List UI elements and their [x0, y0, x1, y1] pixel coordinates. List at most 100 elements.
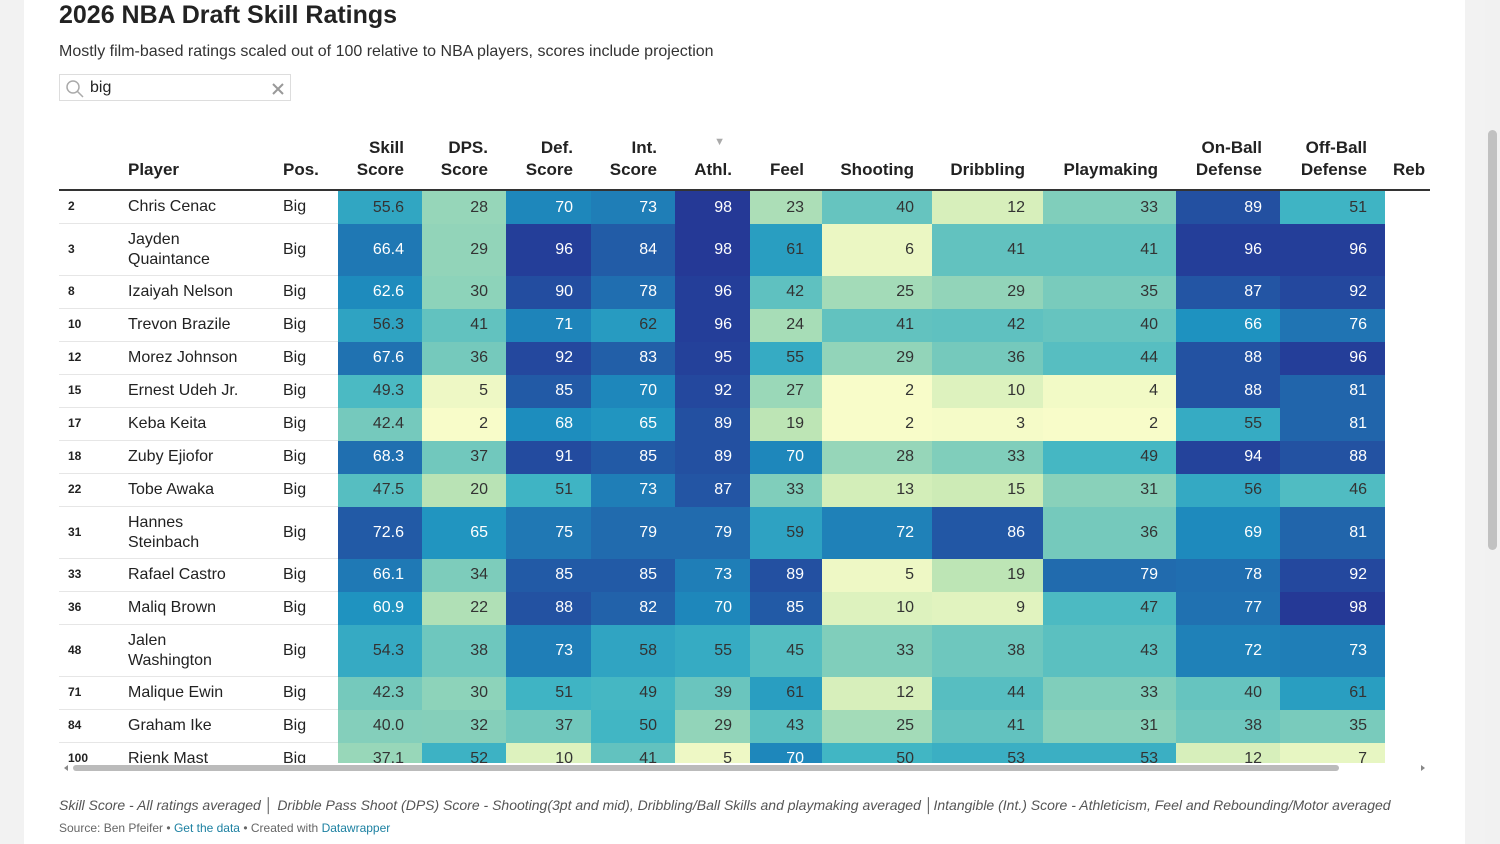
rating-cell: 96: [1280, 341, 1385, 375]
rating-cell: 95: [675, 341, 750, 375]
rating-cell: 89: [750, 558, 822, 592]
column-header: On-Ball Defense: [1176, 131, 1280, 191]
column-header: Off-Ball Defense: [1280, 131, 1385, 191]
rating-cell: 29: [932, 275, 1043, 309]
rating-cell: 2: [822, 374, 932, 408]
rating-cell: 7: [1280, 742, 1385, 763]
rating-cell: 61: [750, 676, 822, 710]
table-row: 15 Ernest Udeh Jr. Big 49.3 5 85 70 92 27 2 10 4 88 8…: [59, 374, 1430, 408]
search-query[interactable]: big: [90, 79, 112, 96]
rating-cell: 76: [1280, 308, 1385, 342]
rating-cell: 92: [506, 341, 591, 375]
rating-cell: 31: [1043, 709, 1176, 743]
rank: 10: [59, 308, 120, 342]
rank: 15: [59, 374, 120, 408]
rating-cell: 60.9: [338, 591, 422, 625]
table-row: 48 Jalen Washington Big 54.3 38 73 58 55 45 33 38 4…: [59, 624, 1430, 677]
rating-cell: 56: [1176, 473, 1280, 507]
rating-cell: 49.3: [338, 374, 422, 408]
rating-cell: 94: [1176, 440, 1280, 474]
column-header: Shooting: [822, 131, 932, 191]
rating-cell: 96: [506, 223, 591, 276]
player-name: Rafael Castro: [120, 558, 275, 592]
footnote: Skill Score - All ratings averaged │ Dri…: [59, 797, 1391, 813]
rating-cell: 33: [822, 624, 932, 677]
rating-cell: [1385, 507, 1430, 559]
rating-cell: 43: [750, 709, 822, 743]
rating-cell: [1385, 342, 1430, 375]
rating-cell: 41: [422, 308, 506, 342]
rating-cell: 86: [932, 506, 1043, 559]
player-name: Rienk Mast: [120, 742, 275, 763]
column-header: Int. Score: [591, 131, 675, 191]
page-scrollbar[interactable]: [1485, 0, 1500, 844]
rating-cell: 50: [591, 709, 675, 743]
rating-cell: 10: [506, 742, 591, 763]
rating-cell: 40: [1043, 308, 1176, 342]
rating-cell: 54.3: [338, 624, 422, 677]
scroll-thumb[interactable]: [1488, 130, 1497, 550]
source: Source: Ben Pfeifer •: [59, 821, 174, 835]
rating-cell: 77: [1176, 591, 1280, 625]
rating-cell: 72.6: [338, 506, 422, 559]
rating-cell: 25: [822, 709, 932, 743]
rating-cell: 53: [932, 742, 1043, 763]
rating-cell: 23: [750, 190, 822, 224]
rating-cell: 38: [422, 624, 506, 677]
rating-cell: 55: [750, 341, 822, 375]
horizontal-scrollbar[interactable]: [59, 761, 1430, 773]
rating-cell: 12: [822, 676, 932, 710]
rank: 100: [59, 742, 120, 763]
ratings-table: Player Pos. Skill Score DPS. Score Def. Scor…: [59, 131, 1430, 763]
column-header: Def. Score: [506, 131, 591, 191]
tool-link[interactable]: Datawrapper: [321, 821, 391, 835]
table-wrapper: Player Pos. Skill Score DPS. Score Def. Scor…: [59, 131, 1430, 763]
rating-cell: 98: [675, 190, 750, 224]
rating-cell: 87: [1176, 275, 1280, 309]
rating-cell: 36: [932, 341, 1043, 375]
data-link[interactable]: Get the data: [173, 821, 240, 835]
position: Big: [275, 506, 338, 559]
rating-cell: 71: [506, 308, 591, 342]
column-header: Reb: [1385, 131, 1430, 191]
table-row: 8 Izaiyah Nelson Big 62.6 30 90 78 96 42 25 29 35 87…: [59, 275, 1430, 309]
rating-cell: 44: [1043, 341, 1176, 375]
rating-cell: 10: [932, 374, 1043, 408]
rating-cell: 41: [932, 223, 1043, 276]
rating-cell: 73: [506, 624, 591, 677]
rating-cell: 61: [750, 223, 822, 276]
position: Big: [275, 341, 338, 375]
table-row: 33 Rafael Castro Big 66.1 34 85 85 73 89 5 19 79 78 9…: [59, 558, 1430, 592]
rating-cell: [1385, 559, 1430, 592]
rating-cell: [1385, 190, 1430, 224]
rating-cell: 69: [1176, 506, 1280, 559]
rating-cell: 50: [822, 742, 932, 763]
rating-cell: 70: [750, 742, 822, 763]
rating-cell: 61: [1280, 676, 1385, 710]
rating-cell: [1385, 276, 1430, 309]
rating-cell: 5: [675, 742, 750, 763]
position: Big: [275, 591, 338, 625]
rating-cell: 30: [422, 676, 506, 710]
rating-cell: 42: [932, 308, 1043, 342]
rating-cell: 49: [591, 676, 675, 710]
position: Big: [275, 676, 338, 710]
rating-cell: 91: [506, 440, 591, 474]
position: Big: [275, 473, 338, 507]
position: Big: [275, 624, 338, 677]
rating-cell: 15: [932, 473, 1043, 507]
rating-cell: 96: [675, 275, 750, 309]
rating-cell: 55.6: [338, 190, 422, 224]
search-box[interactable]: big: [59, 74, 291, 101]
rank: 33: [59, 558, 120, 592]
rating-cell: 6: [822, 223, 932, 276]
rating-cell: 66: [1176, 308, 1280, 342]
rating-cell: [1385, 474, 1430, 507]
clear-button[interactable]: [271, 82, 285, 96]
rating-cell: 79: [591, 506, 675, 559]
player-name: Keba Keita: [120, 407, 275, 441]
created-with: • Created with: [239, 821, 322, 835]
rating-cell: 32: [422, 709, 506, 743]
rating-cell: 33: [1043, 190, 1176, 224]
rating-cell: 65: [591, 407, 675, 441]
